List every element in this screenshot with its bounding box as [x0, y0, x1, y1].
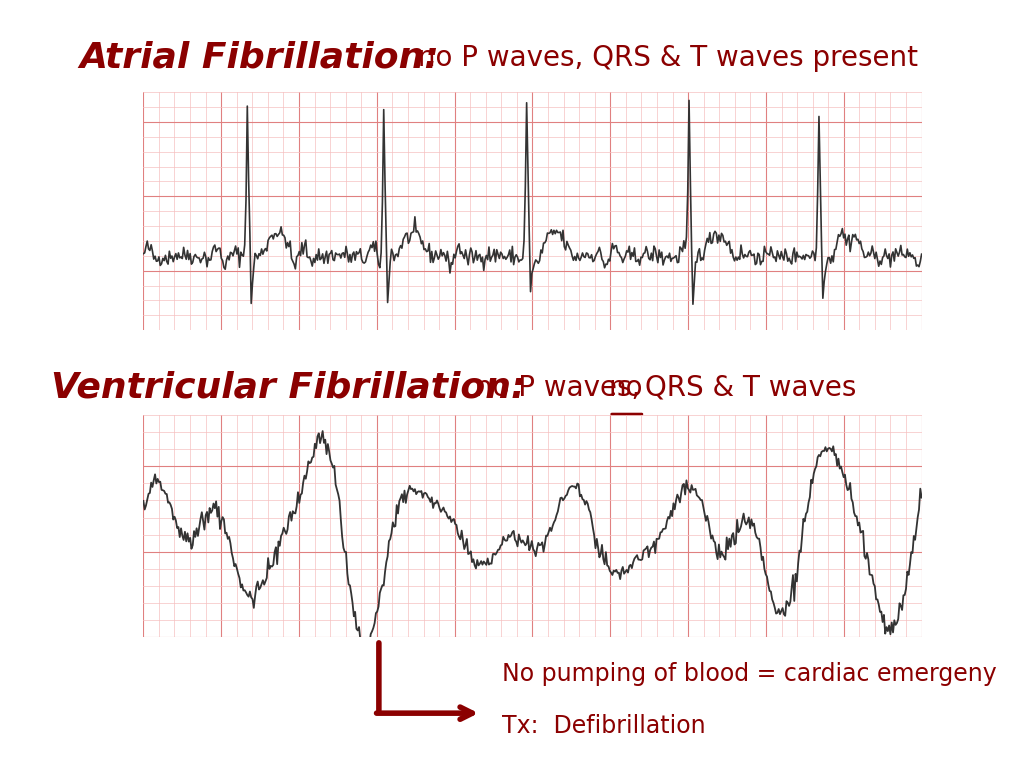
Text: no P waves,: no P waves, — [466, 374, 649, 402]
Text: Tx:  Defibrillation: Tx: Defibrillation — [502, 714, 706, 738]
Text: no: no — [609, 374, 643, 402]
Text: No pumping of blood = cardiac emergeny: No pumping of blood = cardiac emergeny — [502, 662, 996, 686]
Text: Ventricular Fibrillation:: Ventricular Fibrillation: — [51, 371, 525, 405]
Text: Atrial Fibrillation:: Atrial Fibrillation: — [80, 41, 439, 74]
Text: no P waves, QRS & T waves present: no P waves, QRS & T waves present — [410, 44, 919, 71]
Text: QRS & T waves: QRS & T waves — [645, 374, 856, 402]
